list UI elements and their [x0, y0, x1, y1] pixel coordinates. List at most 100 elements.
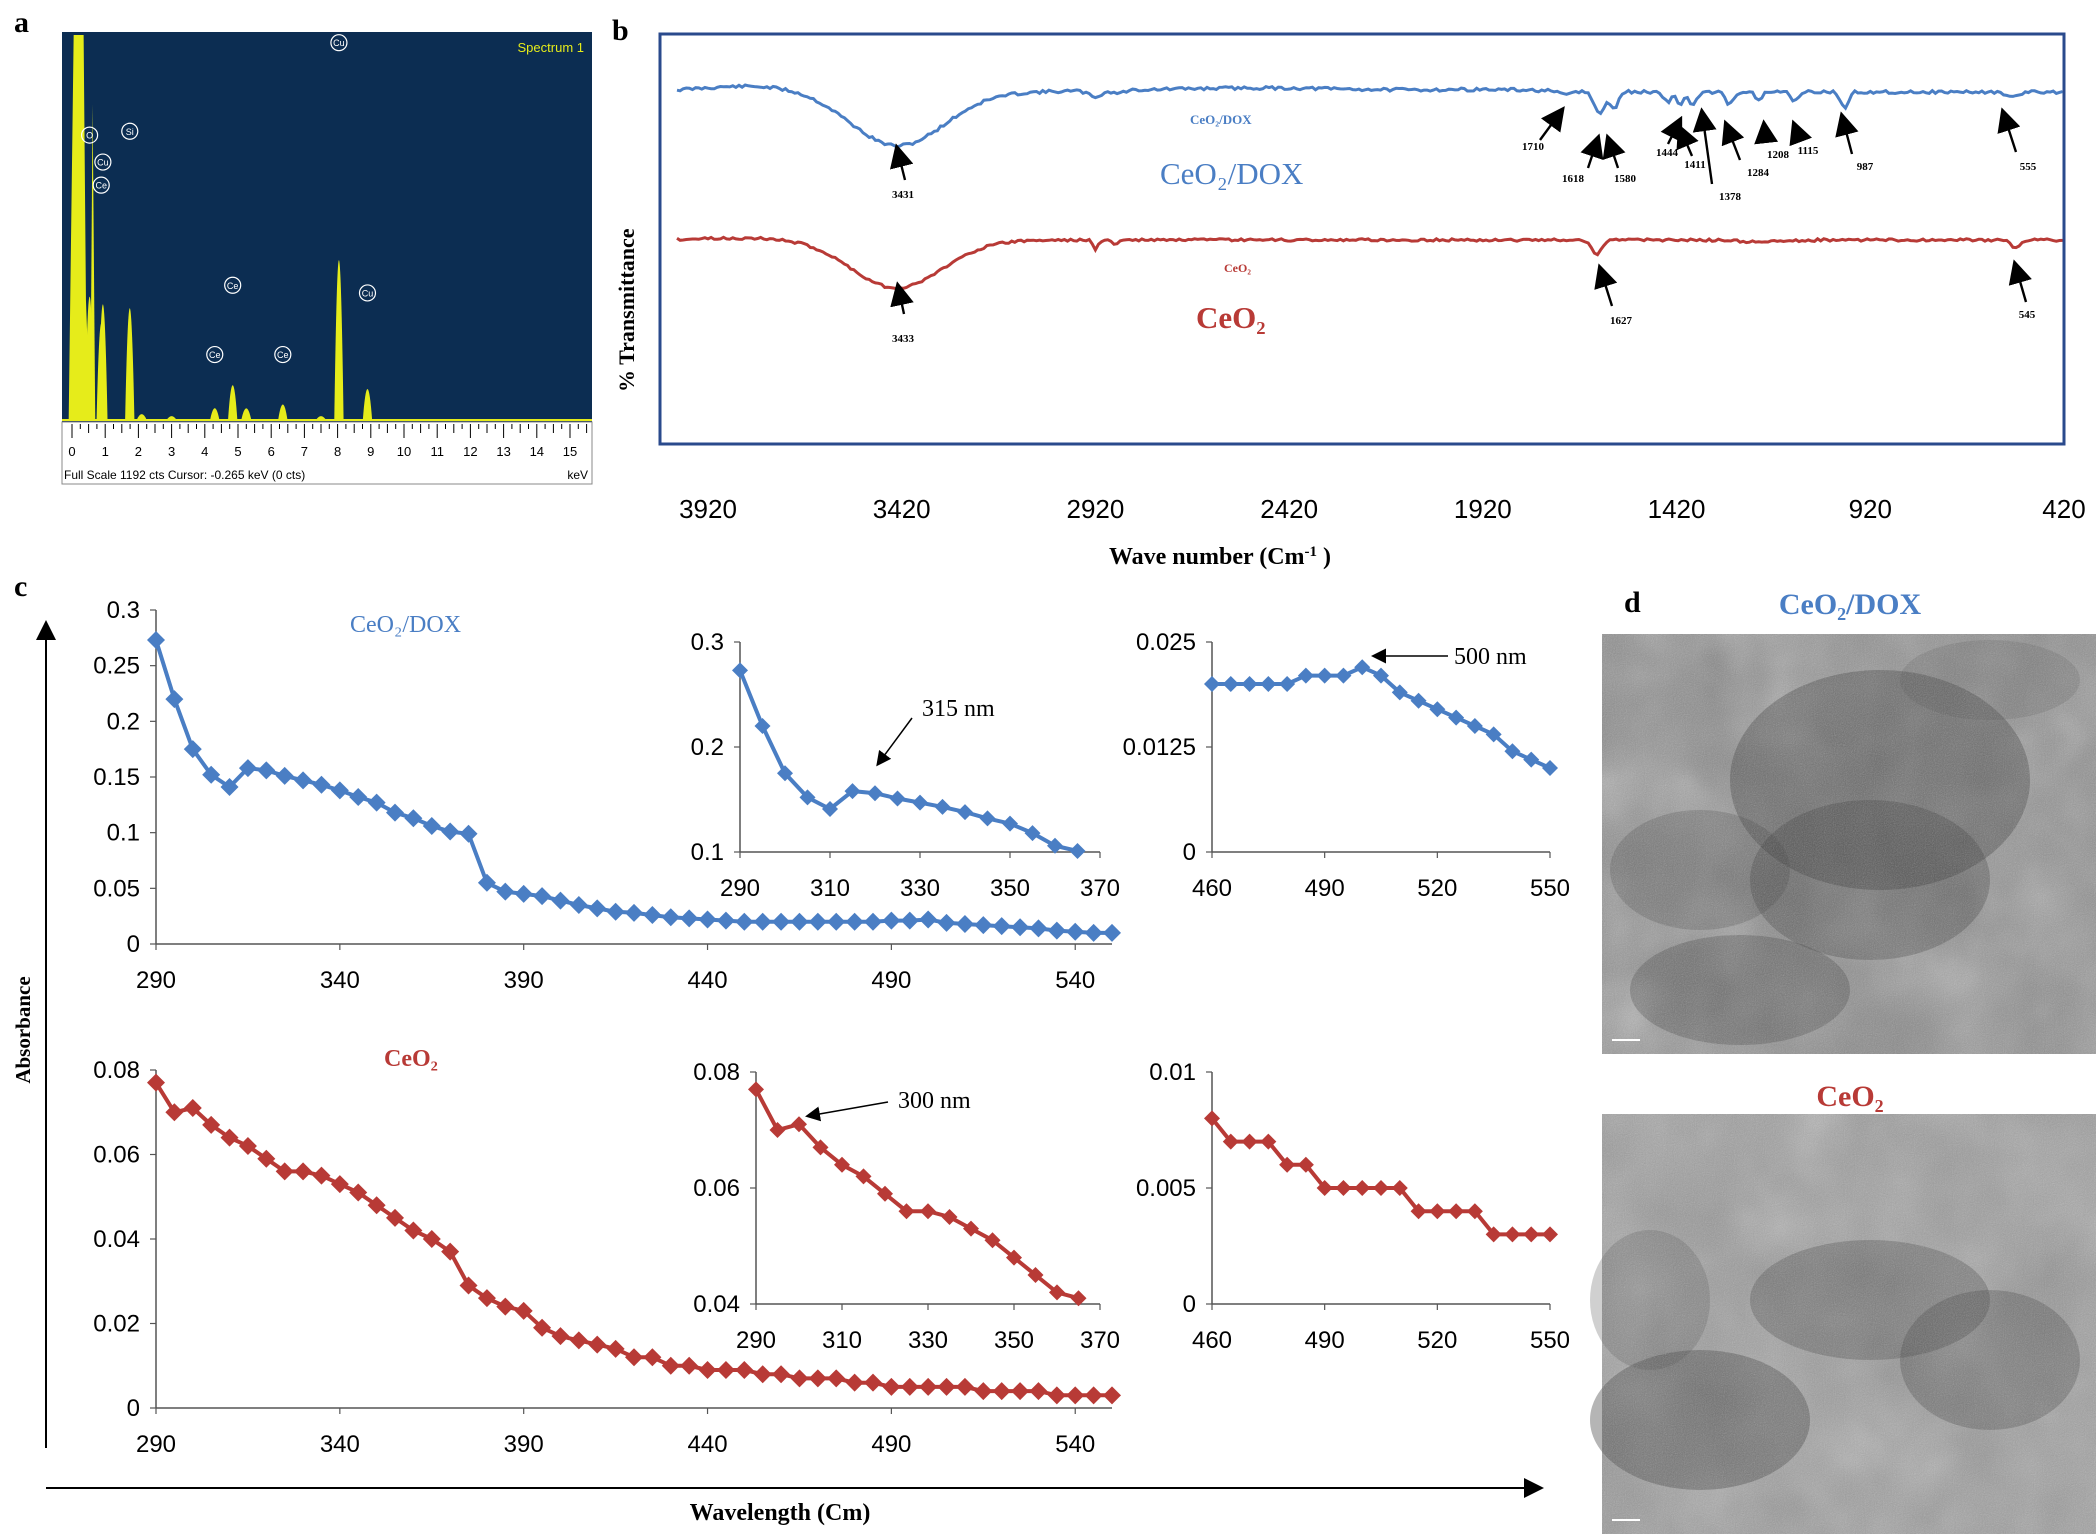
data-point	[735, 1360, 754, 1379]
data-point	[1222, 676, 1239, 692]
edx-peak-label: Cu	[333, 38, 345, 48]
x-tick-label: 290	[736, 1327, 776, 1354]
ftir-tick-label: 920	[1849, 494, 1892, 524]
data-point	[790, 1369, 809, 1388]
data-point	[1297, 667, 1314, 684]
data-point	[294, 771, 313, 790]
data-point	[441, 822, 460, 841]
x-tick-label: 540	[1055, 1431, 1095, 1458]
ftir-peak-arrow	[890, 143, 914, 181]
ftir-peak-arrow	[2008, 259, 2032, 303]
data-point	[588, 899, 607, 918]
edx-tick-label: 1	[102, 444, 109, 459]
ftir-tick-label: 2920	[1067, 494, 1125, 524]
edx-peak	[84, 296, 95, 420]
data-point	[827, 912, 846, 931]
data-point	[1354, 659, 1371, 676]
tem-image-ceo2	[1590, 1114, 2096, 1534]
data-point	[912, 794, 928, 811]
edx-tick-label: 12	[463, 444, 477, 459]
chart-c-bot-inset1: 290 310 330 350 370 0.04 0.06 0.08	[693, 1059, 1120, 1354]
tem-image-ceo2dox	[1602, 634, 2096, 1054]
data-point	[1002, 815, 1018, 832]
data-point	[606, 1339, 625, 1358]
data-point	[1260, 676, 1277, 692]
data-point	[661, 1356, 680, 1375]
edx-tick-label: 3	[168, 444, 175, 459]
data-point	[1410, 1203, 1427, 1220]
data-point	[864, 912, 882, 931]
data-point	[1279, 1156, 1296, 1173]
data-point	[790, 912, 809, 931]
data-point	[330, 781, 349, 800]
data-point	[680, 1356, 699, 1375]
chart-c-top-inset2: 460 490 520 550 0 0.0125 0.025	[1123, 629, 1570, 902]
data-point	[992, 917, 1011, 936]
chart-c-top-main: 290 340 390 440 490 540 0 0.05 0.1 0.15 0.2 0.25 0.3	[93, 597, 1121, 994]
ftir-peak-label: 1444	[1656, 147, 1679, 159]
ftir-peak-arrow	[1754, 119, 1779, 145]
data-point	[937, 913, 956, 932]
data-point	[514, 884, 533, 903]
tem-top-label: CeO₂/DOX	[1779, 588, 1922, 621]
uvvis-charts: 290 340 390 440 490 540 0 0.05 0.1 0.15 0.2 0.25 0.3…	[93, 597, 1570, 1458]
y-tick-label: 0.0125	[1123, 734, 1196, 761]
edx-peak	[96, 323, 106, 420]
data-point	[202, 765, 221, 784]
data-point	[889, 790, 906, 807]
ftir-peak-label: 1618	[1562, 173, 1585, 185]
edx-tick-label: 9	[367, 444, 374, 459]
data-point	[882, 1377, 901, 1396]
data-point	[1504, 743, 1521, 760]
data-point	[1011, 918, 1030, 937]
annotation-300nm-arrow	[805, 1101, 889, 1122]
data-point	[349, 1183, 368, 1202]
data-point	[330, 1175, 349, 1194]
data-point	[367, 793, 386, 812]
ftir-peak-label: 1710	[1522, 141, 1545, 153]
data-point	[1429, 1203, 1446, 1220]
data-point	[257, 761, 276, 780]
data-point	[898, 1203, 915, 1220]
data-point	[1047, 921, 1066, 940]
edx-peak-label: Ce	[209, 350, 221, 360]
x-tick-label: 330	[900, 875, 940, 902]
y-tick-label: 0.15	[93, 764, 140, 791]
data-point	[984, 1232, 1001, 1249]
tem-panel: CeO₂/DOX CeO₂	[1590, 588, 2096, 1534]
data-point	[937, 1377, 956, 1396]
ftir-peak-arrow	[1721, 119, 1745, 161]
data-point	[1047, 1386, 1066, 1405]
data-point	[569, 1331, 588, 1350]
ftir-peak-arrow	[1580, 133, 1604, 169]
uvvis-ylabel: Absorbance	[11, 976, 35, 1083]
ftir-peak-label: 1627	[1610, 315, 1633, 327]
data-point	[459, 824, 478, 843]
x-tick-label: 490	[871, 1431, 911, 1458]
y-tick-label: 0.1	[107, 820, 140, 847]
data-point	[349, 788, 368, 807]
data-point	[257, 1149, 276, 1168]
data-point	[1373, 667, 1389, 684]
data-point	[533, 887, 552, 906]
x-tick-label: 440	[688, 967, 728, 994]
data-point	[1316, 667, 1333, 684]
data-point	[827, 1369, 846, 1388]
ftir-ceo2-small-label: CeO₂	[1224, 261, 1251, 275]
data-point	[748, 1081, 764, 1098]
data-point	[220, 1128, 239, 1147]
data-point	[643, 1348, 662, 1367]
data-point	[1466, 718, 1483, 734]
edx-peak-label: Cu	[362, 288, 374, 298]
edx-tick-label: 4	[201, 444, 208, 459]
edx-footer: Full Scale 1192 cts Cursor: -0.265 keV (…	[64, 468, 305, 482]
ftir-ceo2dox-label: CeO₂/DOX	[1160, 156, 1303, 191]
data-point	[1027, 1267, 1044, 1283]
y-tick-label: 0.01	[1149, 1059, 1196, 1086]
edx-peak-label: Ce	[227, 281, 239, 291]
edx-peak-label-ring	[206, 345, 224, 364]
data-point	[753, 1365, 772, 1384]
edx-peak-label-ring	[224, 276, 242, 294]
data-point	[1316, 1180, 1333, 1196]
